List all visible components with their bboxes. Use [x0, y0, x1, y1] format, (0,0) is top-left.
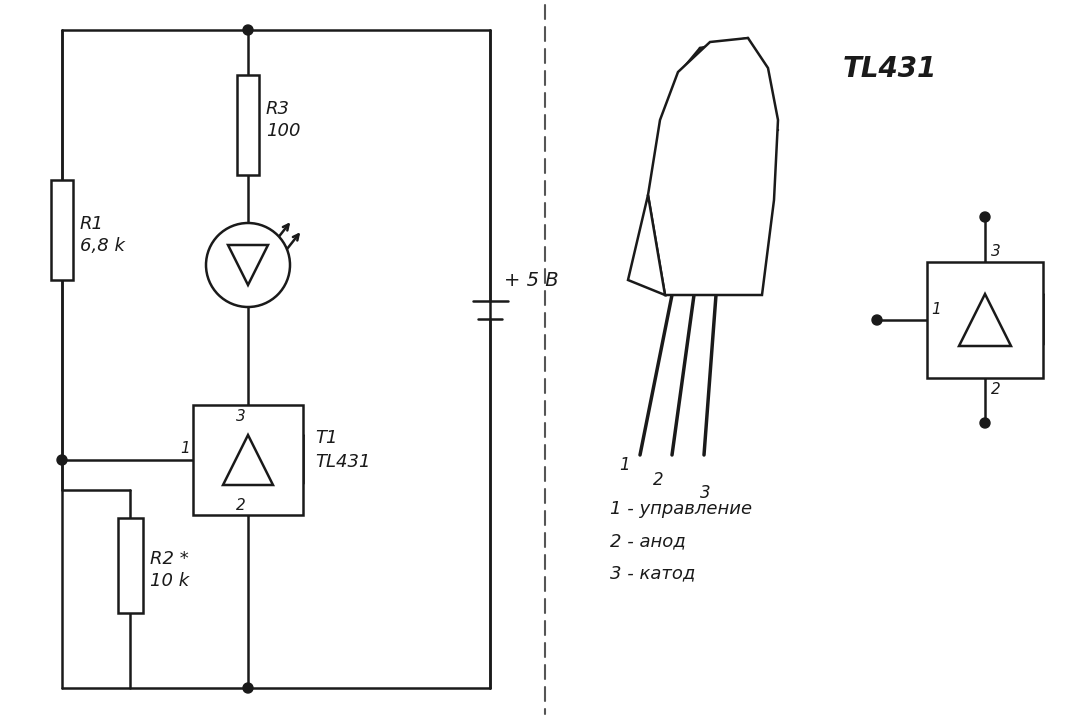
Circle shape	[980, 212, 990, 222]
Circle shape	[980, 418, 990, 428]
Circle shape	[243, 683, 253, 693]
Text: 1: 1	[931, 302, 941, 317]
Text: 2: 2	[236, 498, 246, 513]
Polygon shape	[648, 38, 778, 295]
Text: 1 - управление: 1 - управление	[610, 500, 752, 518]
Text: + 5 B: + 5 B	[505, 270, 558, 290]
Polygon shape	[959, 294, 1011, 346]
Text: 2: 2	[991, 382, 1000, 397]
Text: 2: 2	[653, 471, 664, 489]
Text: 1: 1	[180, 441, 190, 456]
Bar	[193, 405, 303, 515]
Polygon shape	[628, 195, 665, 295]
Text: 3: 3	[991, 244, 1000, 259]
Text: 2 - анод: 2 - анод	[610, 532, 686, 550]
Text: R1
6,8 k: R1 6,8 k	[80, 215, 125, 255]
Text: 3 - катод: 3 - катод	[610, 564, 695, 582]
Text: 3: 3	[236, 409, 246, 424]
Polygon shape	[223, 435, 273, 485]
Circle shape	[872, 315, 882, 325]
Circle shape	[243, 25, 253, 35]
Bar	[237, 75, 259, 175]
Text: 1: 1	[620, 456, 630, 474]
Text: R2 *
10 k: R2 * 10 k	[150, 550, 189, 590]
Polygon shape	[229, 245, 268, 285]
Circle shape	[206, 223, 290, 307]
Text: TL431: TL431	[843, 55, 937, 83]
Text: T1
TL431: T1 TL431	[315, 429, 371, 471]
Text: 3: 3	[700, 484, 710, 502]
Bar	[927, 262, 1044, 378]
Bar	[51, 180, 73, 280]
Text: R3
100: R3 100	[266, 100, 301, 140]
Bar	[118, 518, 142, 613]
Circle shape	[57, 455, 67, 465]
